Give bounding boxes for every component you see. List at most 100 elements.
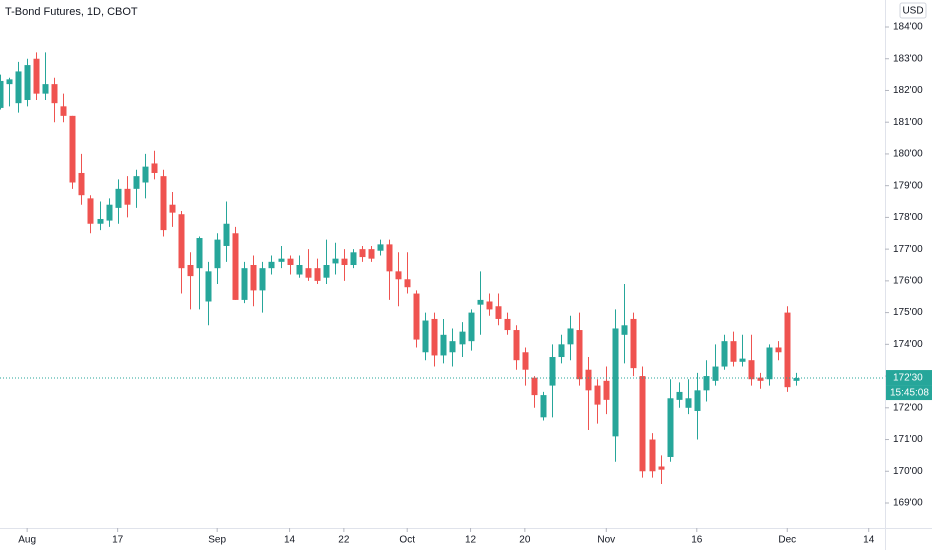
candle-body — [549, 357, 556, 386]
x-tick-label: 12 — [465, 535, 477, 546]
last-price-box — [886, 370, 932, 386]
candle-body — [133, 176, 140, 189]
candle-body — [268, 261, 275, 269]
candle-body — [305, 268, 312, 278]
candle-body — [214, 239, 221, 269]
x-tick-label: Sep — [208, 535, 226, 546]
candle-body — [658, 466, 665, 470]
candle-body — [431, 318, 438, 356]
candle-body — [232, 233, 239, 300]
candle-body — [296, 264, 303, 275]
candle-body — [6, 79, 13, 85]
candle-body — [712, 366, 719, 381]
y-tick-label: 179'00 — [893, 180, 923, 191]
candle-body — [259, 268, 266, 291]
candle-body — [395, 271, 402, 280]
candle-body — [757, 377, 764, 381]
y-tick-label: 183'00 — [893, 53, 923, 64]
candle-body — [513, 330, 520, 361]
candle-body — [178, 214, 185, 269]
x-tick-label: Oct — [399, 535, 415, 546]
currency-box[interactable] — [899, 2, 927, 19]
candle-body — [775, 347, 782, 353]
candle-body — [676, 391, 683, 400]
candle-body — [0, 80, 4, 108]
candle-body — [730, 341, 737, 362]
candle-body — [87, 198, 94, 224]
y-tick-label: 178'00 — [893, 212, 923, 223]
y-tick-label: 171'00 — [893, 434, 923, 445]
currency-label[interactable]: USD — [902, 6, 923, 17]
x-tick-label: Dec — [778, 535, 796, 546]
candle-body — [33, 58, 40, 94]
x-tick-label: Aug — [18, 535, 36, 546]
candle-body — [422, 320, 429, 353]
candle-body — [359, 249, 366, 258]
y-tick-label: 169'00 — [893, 498, 923, 509]
candle-body — [630, 318, 637, 369]
candle-body — [223, 223, 230, 246]
candle-body — [486, 301, 493, 310]
candle-body — [51, 84, 58, 104]
candle-body — [468, 312, 475, 342]
candle-body — [196, 238, 203, 269]
candle-body — [205, 271, 212, 302]
candle-body — [766, 347, 773, 380]
candle-body — [567, 328, 574, 345]
candle-body — [576, 330, 583, 380]
y-tick-label: 170'00 — [893, 466, 923, 477]
candle-body — [477, 299, 484, 305]
y-tick-label: 176'00 — [893, 276, 923, 287]
candle-body — [341, 258, 348, 265]
candle-body — [585, 369, 592, 391]
candle-body — [459, 331, 466, 345]
candle-body — [278, 258, 285, 262]
candle-body — [649, 439, 656, 472]
candle-body — [187, 264, 194, 277]
candle-body — [694, 390, 701, 411]
candle-body — [368, 249, 375, 259]
candle-body — [449, 341, 456, 353]
candle-body — [621, 325, 628, 335]
candle-body — [287, 258, 294, 265]
candle-body — [169, 204, 176, 213]
candle-body — [115, 188, 122, 208]
candle-body — [540, 395, 547, 418]
candle-body — [504, 318, 511, 331]
candle-body — [78, 172, 85, 196]
chart-title: T-Bond Futures, 1D, CBOT — [5, 6, 138, 18]
candle-body — [332, 258, 339, 264]
candle-body — [24, 65, 31, 100]
candle-body — [748, 360, 755, 380]
candle-body — [721, 341, 728, 367]
x-tick-label: 14 — [863, 535, 875, 546]
candle-body — [667, 398, 674, 457]
last-price-label: 172'30 — [893, 373, 923, 384]
x-tick-label: 14 — [284, 535, 296, 546]
x-tick-label: Nov — [597, 535, 615, 546]
y-tick-label: 174'00 — [893, 339, 923, 350]
candle-body — [440, 334, 447, 356]
candles — [0, 52, 800, 484]
x-tick-label: 20 — [519, 535, 531, 546]
x-tick-label: 17 — [112, 535, 124, 546]
countdown-label: 15:45:08 — [890, 388, 929, 399]
candle-body — [323, 264, 330, 278]
candle-body — [531, 377, 538, 396]
candle-body — [703, 376, 710, 391]
candle-body — [413, 293, 420, 340]
x-tick-label: 22 — [338, 535, 350, 546]
candle-body — [404, 279, 411, 288]
candle-body — [739, 358, 746, 362]
candle-body — [612, 328, 619, 437]
candle-body — [495, 306, 502, 319]
candle-body — [241, 268, 248, 300]
y-tick-label: 180'00 — [893, 149, 923, 160]
y-tick-label: 184'00 — [893, 22, 923, 33]
x-tick-label: 16 — [691, 535, 703, 546]
y-tick-label: 172'00 — [893, 402, 923, 413]
candle-body — [60, 106, 67, 116]
